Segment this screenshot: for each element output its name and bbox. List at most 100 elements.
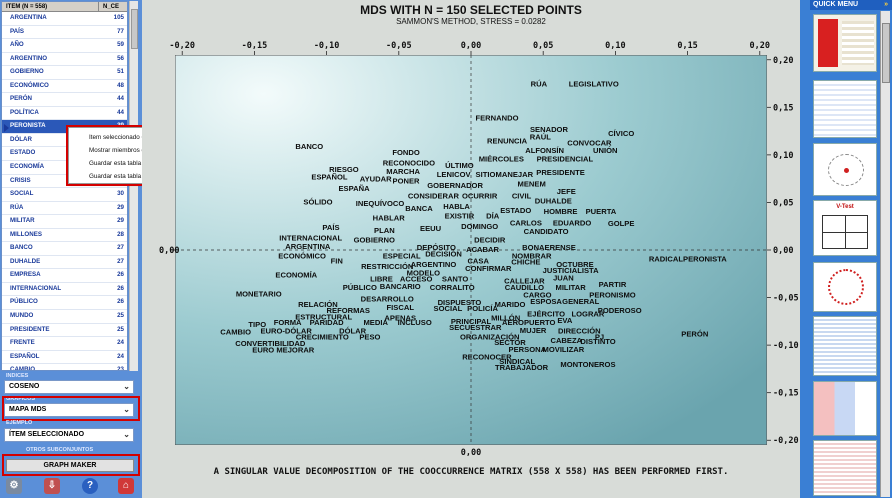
thumbnail-6[interactable] [813,316,877,376]
graficos-select[interactable]: MAPA MDS ⌄ [4,403,134,417]
point-label: RADICAL [649,254,684,263]
point-label: MILITAR [556,283,587,292]
point-label: ÚLTIMO [445,161,474,170]
table-row[interactable]: FRENTE 24 [2,337,127,351]
table-row[interactable]: ARGENTINO 56 [2,53,127,67]
row-item: MILLONES [10,230,42,238]
chart-footer: A SINGULAR VALUE DECOMPOSITION OF THE CO… [213,467,729,477]
point-label: CONFIRMAR [465,264,512,273]
table-row[interactable]: CAMBIO 23 [2,364,127,370]
table-row[interactable]: SOCIAL 30 [2,188,127,202]
point-label: GOLPE [608,219,635,228]
thumbnail-1[interactable] [813,14,877,72]
home-icon[interactable]: ⌂ [118,478,134,494]
point-label: MENEM [518,179,546,188]
point-label: CIVIL [512,192,532,201]
point-label: DUHALDE [535,196,572,205]
point-label: HABLA [443,202,470,211]
table-row[interactable]: MILLONES 28 [2,229,127,243]
table-row[interactable]: ESTADO [2,147,127,162]
row-count: 44 [117,95,124,103]
point-label: MODELO [407,269,440,278]
header-count[interactable]: N_CE [103,4,120,10]
table-row[interactable]: RÚA 29 [2,202,127,216]
point-label: DÓLAR [339,327,367,336]
thumbnail-7[interactable] [813,381,877,436]
point-label: DECIDIR [474,235,506,244]
point-label: DISTINTO [580,337,615,346]
point-label: PLAN [374,226,395,235]
point-label: ESPECIAL [383,252,421,261]
highlight-graph-maker [2,454,140,476]
menu-item-save-xls[interactable]: Guardar esta tabla como .xls archivo [89,160,192,167]
row-count: 26 [117,298,124,306]
thumbnail-3[interactable] [813,143,877,196]
table-row[interactable]: ECONOMÍA [2,161,127,175]
row-item: MUNDO [10,312,34,320]
row-item: AÑO [10,41,24,49]
table-row[interactable]: MUNDO 25 [2,310,127,324]
collapse-icon[interactable]: » [884,1,888,8]
point-label: ECONÓMICO [278,252,326,261]
menu-item-selected[interactable]: Item seleccionado =PERONISTA [89,134,182,141]
indices-select[interactable]: COSENO ⌄ [4,380,134,394]
table-row[interactable]: INTERNACIONAL 26 [2,283,127,297]
point-label: RÚA [531,79,548,88]
thumbnail-5[interactable] [813,262,877,312]
point-label: MIÉRCOLES [479,155,524,164]
point-label: CRECIMIENTO [296,332,349,341]
point-label: MARIDO [495,300,526,309]
export-icon[interactable]: ⇩ [44,478,60,494]
row-item: CRISIS [10,176,31,184]
point-label: RIESGO [329,165,359,174]
point-label: BONAERENSE [522,243,576,252]
table-row[interactable]: PRESIDENTE 25 [2,324,127,338]
tools-icon[interactable]: ⚙ [6,478,22,494]
graph-maker-button[interactable]: GRAPH MAKER [6,459,134,472]
help-icon[interactable]: ? [82,478,98,494]
thumbnail-vtest[interactable]: V-Test [813,200,877,256]
table-row[interactable]: AÑO 59 [2,39,127,53]
ejemplo-select[interactable]: ÍTEM SELECCIONADO ⌄ [4,428,134,442]
table-row[interactable]: CRISIS [2,175,127,189]
table-row[interactable]: ECONÓMICO 48 [2,80,127,94]
table-row[interactable]: DUHALDE 27 [2,256,127,270]
row-item: ESTADO [10,149,36,157]
table-row[interactable]: PÚBLICO 26 [2,296,127,311]
table-row[interactable]: PERÓN 44 [2,93,127,107]
point-label: EEUU [420,224,442,233]
table-row[interactable]: MILITAR 29 [2,215,127,229]
point-label: JEFE [557,187,576,196]
table-scrollbar[interactable] [129,1,138,371]
point-label: AEROPUERTO [502,318,556,327]
point-label: OCURRIR [462,192,498,201]
table-row[interactable]: ARGENTINA 105 [2,12,127,26]
table-row[interactable]: ESPAÑOL 24 [2,351,127,365]
point-label: HOMBRE [544,207,578,216]
table-row[interactable]: DÓLAR [2,134,127,148]
point-label: INCLUSO [398,318,432,327]
scroll-thumb[interactable] [131,9,138,49]
menu-item-save-csv[interactable]: Guardar esta tabla como archivo .csv [89,173,193,180]
table-row[interactable]: EMPRESA 26 [2,269,127,283]
thumbnail-2[interactable] [813,80,877,138]
table-row[interactable]: BANCO 27 [2,242,127,256]
item-table: ITEM (N = 558) N_CE ARGENTINA 105 PAÍS 77 AÑ… [1,1,128,371]
point-label: ARGENTINO [411,260,457,269]
point-label: SANTO [442,274,469,283]
row-count: 26 [117,271,124,279]
point-label: TIPO [248,320,266,329]
table-row[interactable]: GOBIERNO 51 [2,66,127,80]
point-label: SÓLIDO [303,197,332,206]
row-item: ESPAÑOL [10,352,40,360]
quick-menu-scrollbar[interactable] [880,11,890,497]
scroll-thumb[interactable] [882,23,890,83]
table-row[interactable]: POLÍTICA 44 [2,107,127,121]
thumbnail-8[interactable] [813,440,877,496]
table-row[interactable]: PAÍS 77 [2,26,127,40]
header-item[interactable]: ITEM (N = 558) [2,2,99,11]
point-label: DESARROLLO [361,294,414,303]
point-label: GENERAL [562,297,599,306]
chevron-down-icon: ⌄ [123,405,130,414]
